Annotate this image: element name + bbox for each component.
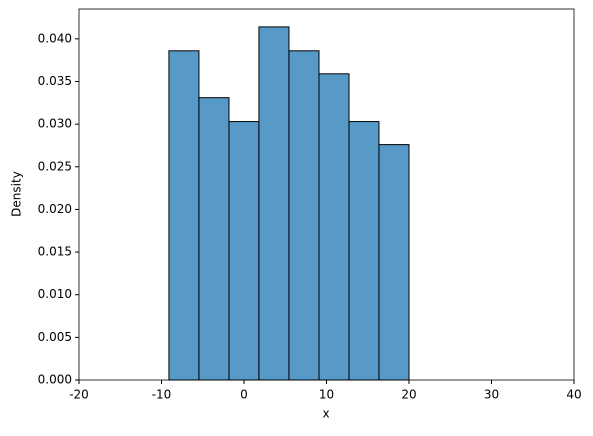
y-tick-label: 0.020 — [38, 202, 72, 216]
bar — [378, 144, 410, 381]
y-tick-label: 0.010 — [38, 287, 72, 301]
y-axis-label: Density — [10, 171, 24, 217]
x-axis-label: x — [322, 407, 329, 421]
y-tick-label: 0.015 — [38, 245, 72, 259]
x-tick-label: -20 — [69, 388, 89, 402]
y-tick-label: 0.000 — [38, 373, 72, 387]
y-tick-label: 0.030 — [38, 117, 72, 131]
bar — [288, 50, 320, 381]
y-tick-label: 0.035 — [38, 74, 72, 88]
x-tick-label: 0 — [240, 388, 248, 402]
bar — [258, 26, 290, 381]
x-tick-label: -10 — [152, 388, 172, 402]
bar — [198, 97, 230, 381]
bar — [228, 121, 260, 381]
x-tick-label: 20 — [401, 388, 416, 402]
y-tick-label: 0.040 — [38, 31, 72, 45]
y-tick-label: 0.005 — [38, 330, 72, 344]
y-tick-label: 0.025 — [38, 159, 72, 173]
bar — [318, 73, 350, 381]
x-tick-label: 10 — [319, 388, 334, 402]
x-tick-label: 40 — [566, 388, 581, 402]
bar — [348, 121, 380, 381]
bar — [168, 50, 200, 381]
x-tick-label: 30 — [484, 388, 499, 402]
